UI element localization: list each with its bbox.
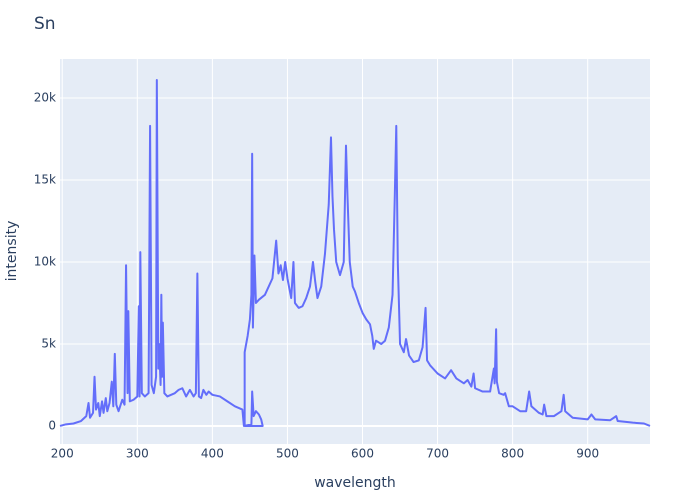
x-tick-label: 700 xyxy=(426,447,449,461)
x-tick-label: 400 xyxy=(201,447,224,461)
x-axis-label: wavelength xyxy=(314,475,396,491)
x-tick-label: 600 xyxy=(351,447,374,461)
y-tick-label: 5k xyxy=(41,336,56,350)
x-tick-label: 500 xyxy=(276,447,299,461)
chart-title: Sn xyxy=(34,14,56,34)
y-tick-label: 0 xyxy=(48,418,56,432)
x-tick-label: 900 xyxy=(576,447,599,461)
y-tick-label: 10k xyxy=(34,254,56,268)
line xyxy=(59,78,651,427)
y-tick-label: 15k xyxy=(34,173,56,187)
y-tick-label: 20k xyxy=(34,91,56,105)
x-tick-label: 200 xyxy=(51,447,74,461)
x-tick-label: 800 xyxy=(501,447,524,461)
y-axis-label: intensity xyxy=(4,221,20,282)
x-tick-label: 300 xyxy=(126,447,149,461)
